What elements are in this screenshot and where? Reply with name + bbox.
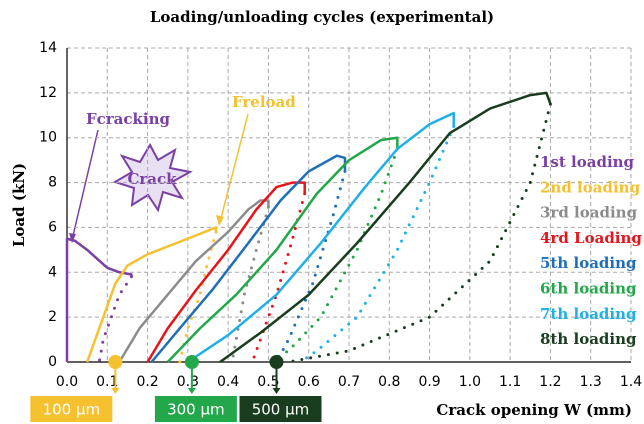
arrow (219, 113, 249, 223)
x-tick-label: 0.8 (378, 374, 400, 390)
loading-line (166, 136, 399, 363)
legend-label: 6th loading (540, 280, 637, 298)
unloading-line (274, 169, 347, 364)
y-tick-label: 4 (48, 264, 57, 280)
marker (184, 355, 199, 369)
x-tick-label: 0.7 (338, 374, 360, 390)
marker (269, 355, 284, 369)
legend-label: 2nd loading (540, 178, 641, 196)
x-tick-label: 0.5 (257, 374, 279, 390)
loading-line (187, 111, 455, 364)
arrowhead (69, 233, 76, 243)
unloading-line (97, 275, 133, 364)
chart-title: Loading/unloading cycles (experimental) (150, 8, 494, 26)
annotations: Fcracking Crack Freload (69, 93, 296, 243)
legend-label: 3rd loading (540, 204, 638, 222)
y-tick-label: 12 (39, 85, 57, 101)
x-tick-label: 0.2 (136, 374, 158, 390)
x-tick-label: 0.4 (217, 374, 239, 390)
x-tick-label: 0.6 (298, 374, 320, 390)
x-tick-label: 1.4 (620, 374, 642, 390)
y-tick-label: 14 (39, 40, 57, 56)
loading-line (85, 226, 218, 363)
marker-box (30, 396, 113, 422)
marker-label: 100 µm (43, 401, 101, 419)
loading-line (219, 91, 552, 364)
unloading-line (299, 125, 456, 364)
x-tick-label: 1.3 (580, 374, 602, 390)
legend-label: 8th loading (540, 330, 637, 348)
x-tick-label: 0.0 (56, 374, 78, 390)
arrow (71, 129, 99, 241)
y-tick-label: 2 (48, 309, 57, 325)
y-tick-label: 10 (39, 130, 57, 146)
loading-line (65, 237, 133, 362)
marker-arrowhead (111, 388, 120, 394)
arrowhead (216, 215, 224, 226)
legend-label: 4rd Loading (540, 229, 642, 247)
loading-line (146, 181, 306, 363)
marker-label: 300 µm (167, 401, 225, 419)
x-tick-label: 0.3 (177, 374, 199, 390)
marker (108, 355, 123, 369)
y-axis-label: Load (kN) (10, 163, 28, 247)
x-tick-label: 1.0 (459, 374, 481, 390)
crack-label: Crack (127, 170, 177, 188)
loading-line (150, 154, 347, 363)
x-tick-label: 0.9 (418, 374, 440, 390)
x-tick-label: 0.1 (96, 374, 118, 390)
marker-arrowhead (272, 388, 281, 394)
crack-star (112, 142, 193, 213)
marker-box (239, 396, 322, 422)
freload-label: Freload (232, 93, 296, 111)
x-axis-label: Crack opening W (mm) (436, 401, 632, 419)
x-tick-label: 1.1 (499, 374, 521, 390)
legend-label: 5th loading (540, 254, 637, 272)
marker-box (154, 396, 237, 422)
legend-label: 1st loading (540, 153, 635, 171)
marker-label: 500 µm (252, 401, 310, 419)
fcracking-label: Fcracking (86, 110, 171, 128)
legend-label: 7th loading (540, 305, 637, 323)
unloading-line (230, 205, 270, 364)
x-tick-label: 1.2 (539, 374, 561, 390)
y-tick-label: 8 (48, 175, 57, 191)
marker-arrowhead (187, 388, 196, 394)
y-tick-label: 6 (48, 219, 57, 235)
unloading-line (250, 192, 307, 364)
y-tick-label: 0 (48, 354, 57, 370)
